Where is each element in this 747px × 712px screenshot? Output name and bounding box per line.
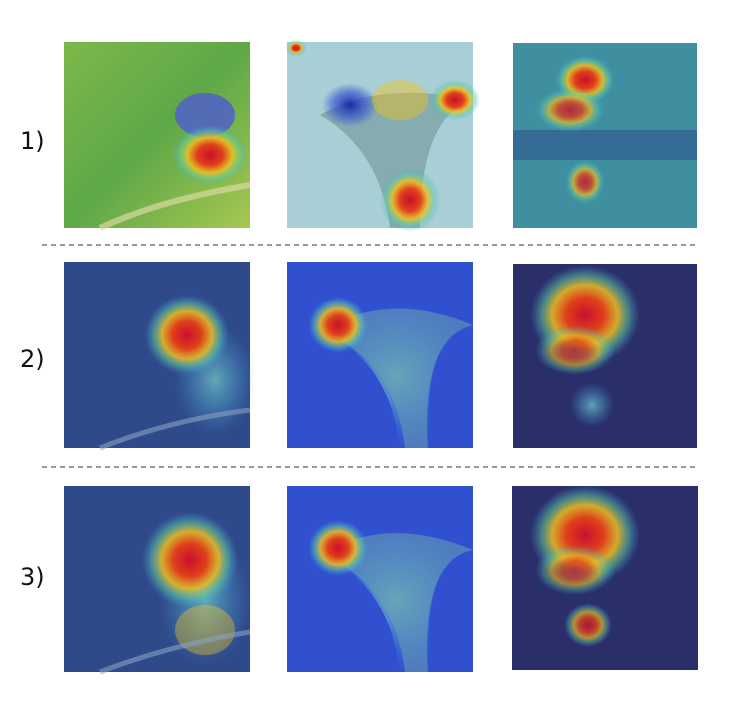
heatmap-image [64,262,255,451]
heatmap-image [287,262,473,448]
heatmap-image [513,264,697,448]
row-label: 3) [20,563,45,591]
heatmap-image [513,43,697,228]
row-label: 1) [20,127,45,155]
heatmap-image [64,486,251,675]
row-label: 2) [20,345,45,373]
heatmap-image [287,486,473,672]
heatmap-image [64,42,251,231]
heatmap-image [286,40,480,232]
heatmap-image [512,485,698,670]
